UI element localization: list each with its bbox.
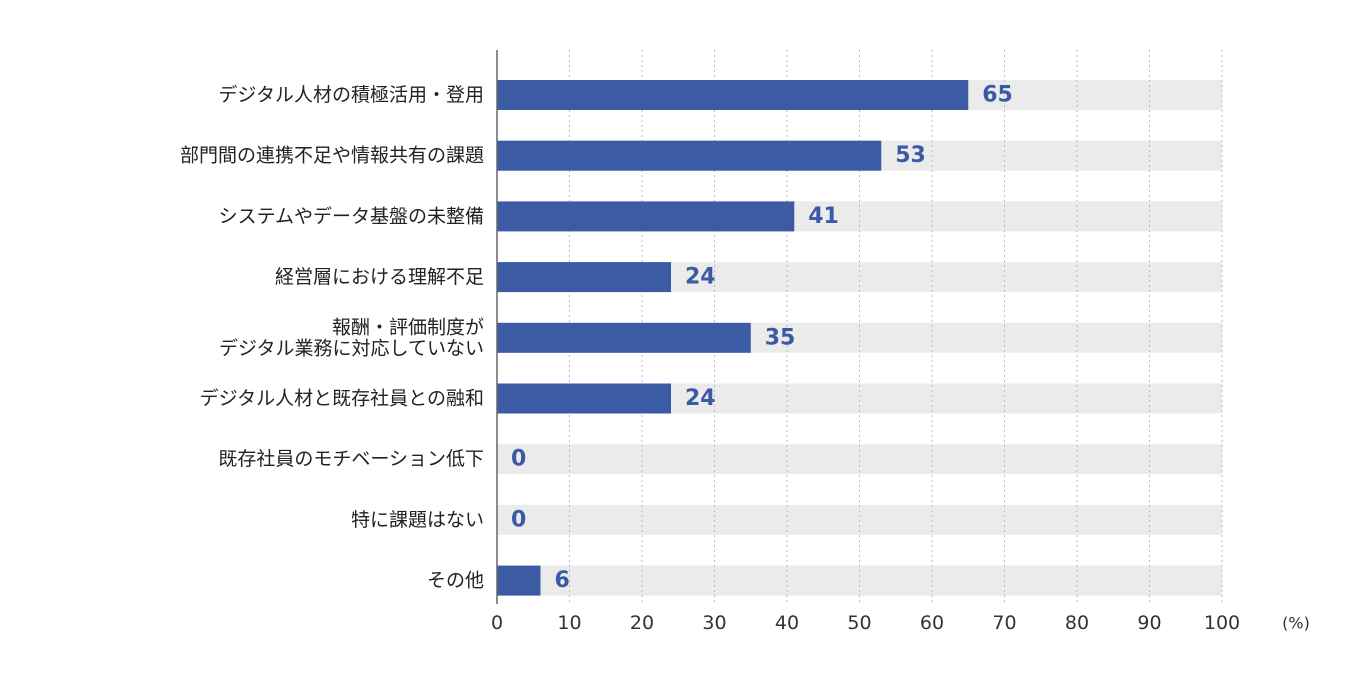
category-label: システムやデータ基盤の未整備 [219, 205, 484, 227]
x-tick-label: 90 [1137, 612, 1161, 634]
category-label: 部門間の連携不足や情報共有の課題 [180, 145, 484, 167]
x-tick-label: 20 [630, 612, 654, 634]
value-label: 24 [685, 386, 716, 411]
x-tick-label: 30 [702, 612, 726, 634]
category-labels: デジタル人材の積極活用・登用部門間の連携不足や情報共有の課題システムやデータ基盤… [180, 84, 484, 592]
bar [497, 322, 751, 353]
value-labels: 65 53 41 24 35 24 0 0 6 [511, 83, 1013, 594]
value-label: 65 [982, 83, 1013, 108]
bar-track [497, 504, 1222, 535]
bars [497, 80, 969, 596]
category-label: デジタル人材の積極活用・登用 [218, 84, 484, 106]
x-tick-label: 0 [491, 612, 503, 634]
x-tick-label: 70 [992, 612, 1016, 634]
category-label: 特に課題はない [351, 509, 484, 531]
value-label: 0 [511, 447, 526, 472]
bar [497, 201, 795, 232]
value-label: 53 [895, 143, 926, 168]
x-tick-label: 80 [1065, 612, 1089, 634]
category-label: 経営層における理解不足 [275, 266, 484, 288]
value-label: 35 [765, 325, 796, 350]
x-tick-label: 50 [847, 612, 871, 634]
bar [497, 80, 969, 110]
x-tick-label: 100 [1204, 612, 1240, 634]
category-label: デジタル業務に対応していない [219, 337, 484, 359]
value-label: 24 [685, 265, 716, 290]
value-label: 0 [511, 507, 526, 532]
x-tick-label: 60 [920, 612, 944, 634]
bar [497, 262, 671, 293]
x-unit-label: (%) [1282, 614, 1310, 633]
x-tick-labels: 0 10 20 30 40 50 60 70 80 90 100 [491, 612, 1240, 634]
category-label: 報酬・評価制度が [332, 316, 484, 338]
x-tick-label: 10 [557, 612, 581, 634]
bar-track [497, 444, 1222, 475]
category-label: デジタル人材と既存社員との融和 [200, 388, 484, 410]
bar [497, 565, 541, 596]
category-label: その他 [427, 570, 484, 592]
x-tick-label: 40 [775, 612, 799, 634]
value-label: 41 [808, 204, 839, 229]
bar [497, 383, 671, 414]
value-label: 6 [555, 568, 570, 593]
bar [497, 140, 882, 171]
category-label: 既存社員のモチベーション低下 [218, 448, 484, 470]
